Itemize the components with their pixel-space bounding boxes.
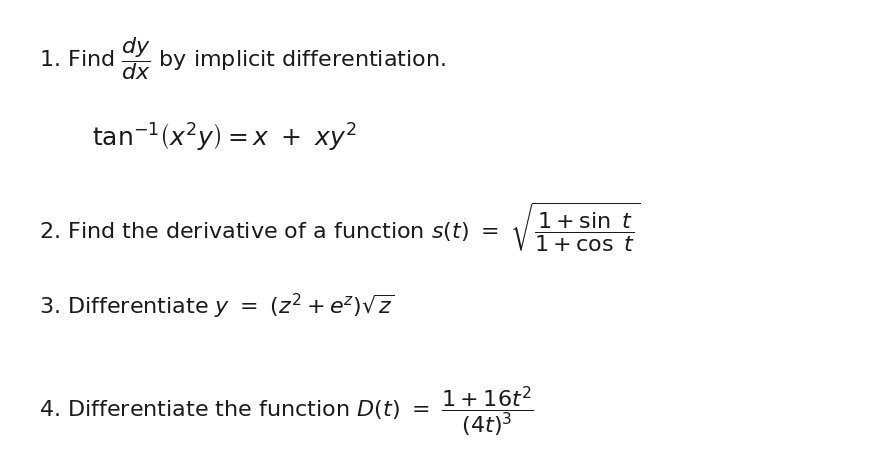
Text: 2. Find the derivative of a function $s\left(t\right) \ = \ \sqrt{\dfrac{1+\sin\: 2. Find the derivative of a function $s\… [39,201,640,254]
Text: 3. Differentiate $y \ = \ \left(z^2+e^z\right)\sqrt{z}$: 3. Differentiate $y \ = \ \left(z^2+e^z\… [39,292,395,321]
Text: 4. Differentiate the function $D\left(t\right) \ = \ \dfrac{1+16t^2}{\left(4t\ri: 4. Differentiate the function $D\left(t\… [39,384,534,439]
Text: 1. Find $\dfrac{dy}{dx}$ by implicit differentiation.: 1. Find $\dfrac{dy}{dx}$ by implicit dif… [39,35,446,82]
Text: $\tan^{-1}\!\left(x^2 y\right) = x \ + \ xy^2$: $\tan^{-1}\!\left(x^2 y\right) = x \ + \… [92,122,356,154]
